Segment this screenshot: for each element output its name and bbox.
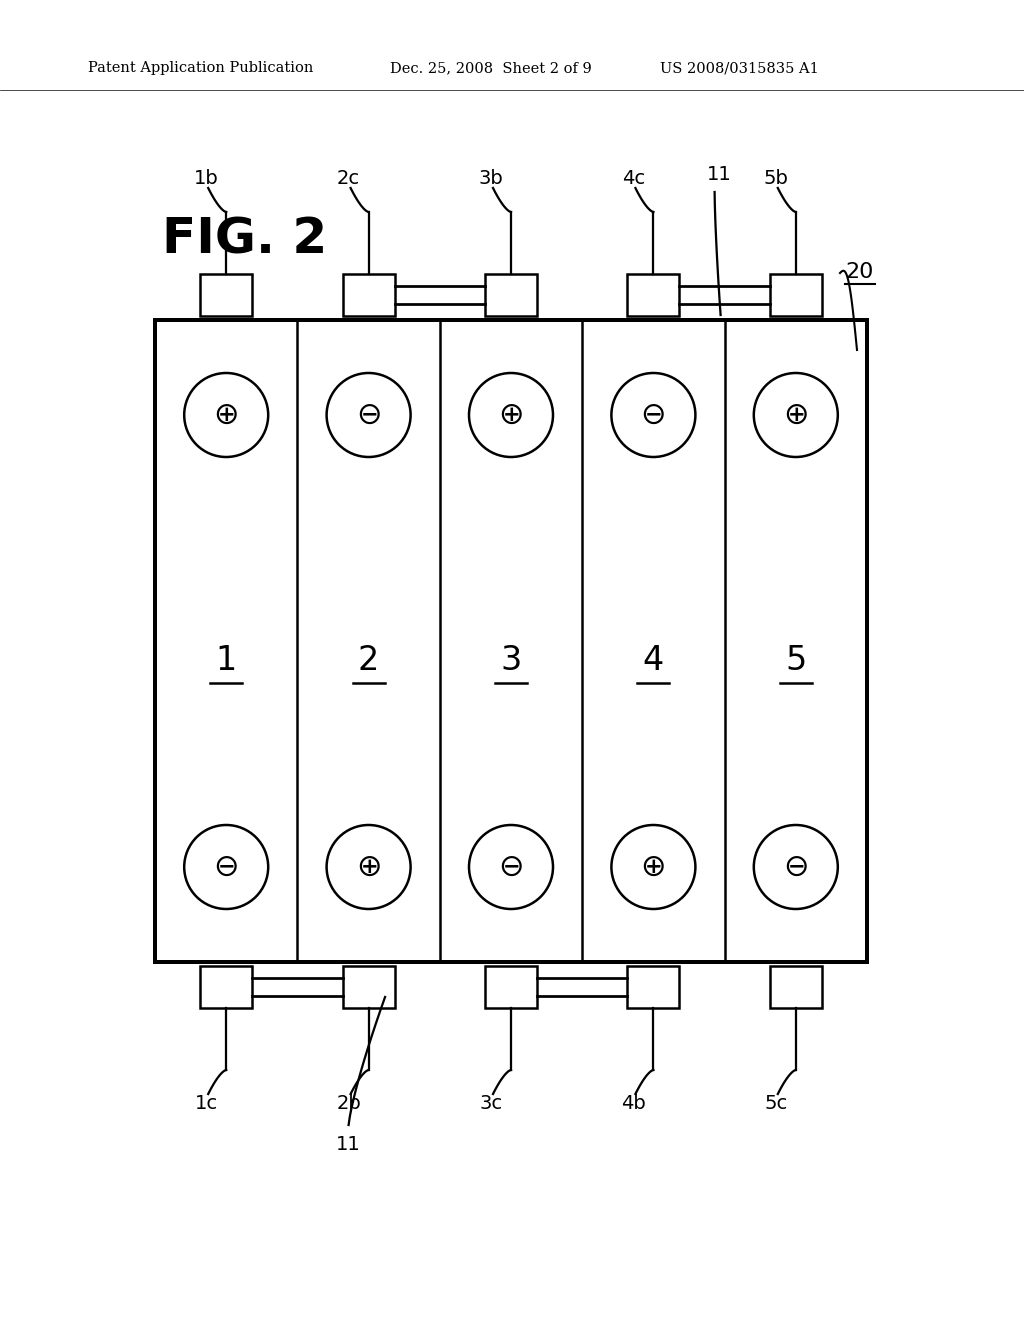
- Text: 4: 4: [643, 644, 664, 677]
- Text: 3: 3: [501, 644, 521, 677]
- Text: US 2008/0315835 A1: US 2008/0315835 A1: [660, 61, 819, 75]
- Text: 5c: 5c: [764, 1094, 787, 1113]
- Circle shape: [469, 825, 553, 909]
- Text: ⊖: ⊖: [641, 400, 667, 429]
- Bar: [485, 275, 537, 315]
- Circle shape: [754, 374, 838, 457]
- Bar: [628, 966, 679, 1008]
- Bar: [155, 319, 867, 962]
- Text: ⊕: ⊕: [499, 400, 523, 429]
- Bar: [628, 275, 679, 315]
- Circle shape: [327, 825, 411, 909]
- Text: 2c: 2c: [337, 169, 360, 187]
- Circle shape: [184, 374, 268, 457]
- Text: ⊖: ⊖: [783, 853, 809, 882]
- Text: ⊕: ⊕: [213, 400, 239, 429]
- Text: 20: 20: [845, 261, 873, 282]
- Text: Dec. 25, 2008  Sheet 2 of 9: Dec. 25, 2008 Sheet 2 of 9: [390, 61, 592, 75]
- Text: ⊖: ⊖: [213, 853, 239, 882]
- Text: ⊖: ⊖: [356, 400, 381, 429]
- Text: 2b: 2b: [336, 1094, 361, 1113]
- Text: 3b: 3b: [478, 169, 504, 187]
- Text: 1: 1: [216, 644, 237, 677]
- Text: ⊕: ⊕: [783, 400, 809, 429]
- Circle shape: [327, 374, 411, 457]
- Text: 11: 11: [708, 165, 732, 183]
- Bar: [770, 275, 822, 315]
- Circle shape: [184, 825, 268, 909]
- Circle shape: [469, 374, 553, 457]
- Bar: [343, 275, 394, 315]
- Text: ⊖: ⊖: [499, 853, 523, 882]
- Text: 4c: 4c: [622, 169, 645, 187]
- Text: 4b: 4b: [621, 1094, 646, 1113]
- Text: FIG. 2: FIG. 2: [162, 215, 328, 263]
- Text: ⊕: ⊕: [356, 853, 381, 882]
- Text: 3c: 3c: [479, 1094, 503, 1113]
- Text: 5b: 5b: [763, 169, 788, 187]
- Text: Patent Application Publication: Patent Application Publication: [88, 61, 313, 75]
- Bar: [201, 275, 252, 315]
- Text: 11: 11: [336, 1135, 361, 1154]
- Text: 5: 5: [785, 644, 807, 677]
- Text: ⊕: ⊕: [641, 853, 667, 882]
- Circle shape: [611, 374, 695, 457]
- Text: 1b: 1b: [194, 169, 218, 187]
- Bar: [770, 966, 822, 1008]
- Bar: [485, 966, 537, 1008]
- Text: 1c: 1c: [195, 1094, 218, 1113]
- Circle shape: [611, 825, 695, 909]
- Bar: [201, 966, 252, 1008]
- Text: 2: 2: [358, 644, 379, 677]
- Circle shape: [754, 825, 838, 909]
- Bar: [343, 966, 394, 1008]
